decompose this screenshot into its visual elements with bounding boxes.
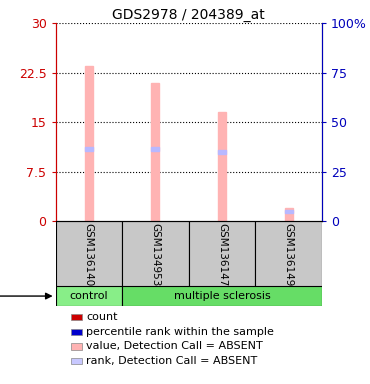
Bar <box>56 222 122 287</box>
Text: GSM136149: GSM136149 <box>283 223 294 286</box>
Text: percentile rank within the sample: percentile rank within the sample <box>86 327 274 337</box>
Bar <box>285 208 293 222</box>
Bar <box>71 358 82 364</box>
Bar <box>189 222 255 287</box>
Bar <box>122 222 189 287</box>
Text: GSM136147: GSM136147 <box>217 223 227 286</box>
Bar <box>71 329 82 335</box>
Bar <box>85 147 93 151</box>
Bar <box>218 112 226 222</box>
Text: control: control <box>70 291 108 301</box>
Text: rank, Detection Call = ABSENT: rank, Detection Call = ABSENT <box>86 356 258 366</box>
Text: value, Detection Call = ABSENT: value, Detection Call = ABSENT <box>86 341 263 351</box>
Bar <box>285 210 293 214</box>
Text: multiple sclerosis: multiple sclerosis <box>174 291 270 301</box>
Bar <box>85 66 93 222</box>
Text: disease state: disease state <box>0 291 51 301</box>
Bar <box>255 222 322 287</box>
Bar <box>151 83 159 222</box>
Text: count: count <box>86 312 118 322</box>
Text: GSM136140: GSM136140 <box>84 223 94 286</box>
Bar <box>151 147 159 151</box>
Bar <box>56 286 122 306</box>
Text: GSM134953: GSM134953 <box>150 223 161 286</box>
Title: GDS2978 / 204389_at: GDS2978 / 204389_at <box>112 8 265 22</box>
Bar <box>122 286 322 306</box>
Bar <box>218 150 226 154</box>
Bar <box>71 343 82 349</box>
Bar <box>71 314 82 321</box>
